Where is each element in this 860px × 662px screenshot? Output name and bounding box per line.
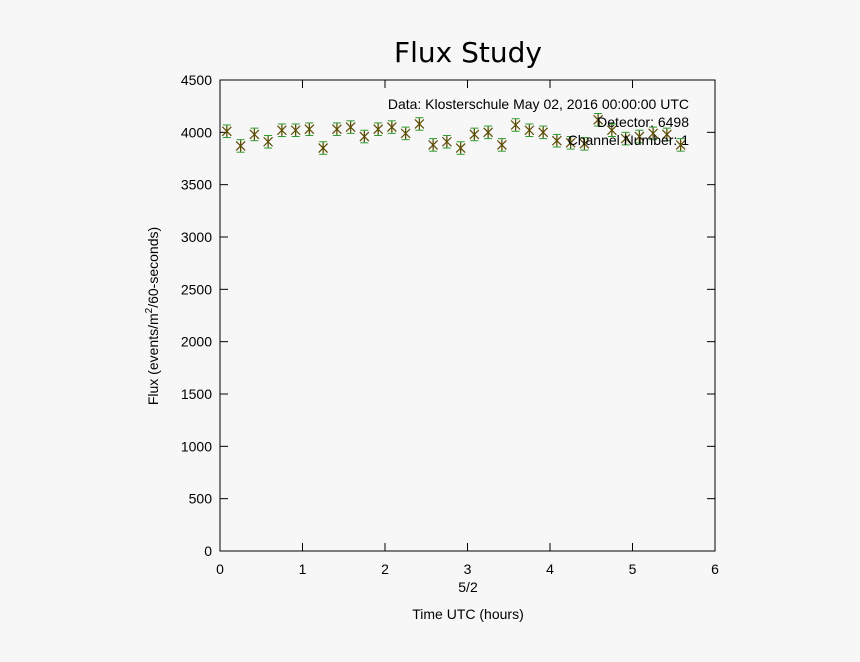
y-tick-label: 4500	[181, 72, 212, 88]
y-tick-label: 4000	[181, 124, 212, 140]
y-axis-title-tail: /60-seconds)	[145, 227, 161, 308]
x-tick-label: 4	[546, 561, 554, 577]
x-tick-label: 0	[216, 561, 224, 577]
y-tick-label: 2000	[181, 334, 212, 350]
date-label: 5/2	[458, 579, 478, 595]
data-point	[538, 125, 549, 140]
y-axis-title: Flux (events/m2/60-seconds)	[144, 227, 161, 405]
data-point	[648, 126, 659, 141]
data-point	[373, 122, 384, 136]
data-point	[318, 141, 329, 155]
data-point	[276, 123, 287, 138]
data-point	[359, 129, 370, 144]
data-point	[483, 125, 494, 140]
x-axis-title: Time UTC (hours)	[412, 606, 524, 622]
x-axis: 0 1 2 3 4 5 6	[216, 80, 719, 577]
data-series	[221, 112, 686, 155]
data-point	[290, 123, 301, 138]
data-point	[551, 133, 562, 148]
y-tick-label: 1500	[181, 386, 212, 402]
x-tick-label: 5	[629, 561, 637, 577]
data-point	[634, 129, 645, 144]
data-point	[606, 123, 617, 138]
data-point	[400, 126, 411, 141]
data-point	[565, 136, 576, 150]
data-point	[263, 134, 274, 149]
chart-title: Flux Study	[394, 36, 542, 69]
data-point	[414, 117, 425, 131]
data-point	[345, 120, 356, 134]
data-point	[620, 131, 631, 146]
annotation-line: Channel Number: 1	[568, 132, 690, 148]
data-point	[235, 139, 246, 153]
data-point	[455, 141, 466, 155]
data-point	[469, 127, 480, 142]
data-point	[331, 122, 342, 136]
data-point	[661, 127, 672, 142]
y-axis-title-superscript: 2	[144, 307, 155, 313]
data-point	[428, 138, 439, 152]
y-tick-label: 1000	[181, 438, 212, 454]
data-point	[221, 124, 232, 139]
x-tick-label: 3	[464, 561, 472, 577]
data-point	[524, 123, 535, 138]
data-point	[441, 134, 452, 149]
data-point	[593, 112, 604, 127]
data-point	[496, 138, 507, 152]
y-tick-label: 0	[204, 543, 212, 559]
x-tick-label: 1	[299, 561, 307, 577]
x-tick-label: 2	[381, 561, 389, 577]
y-axis: 0 500 1000 1500 2000 2500 3000 3500 4000 4500	[181, 72, 715, 559]
y-tick-label: 3000	[181, 229, 212, 245]
data-point	[579, 137, 590, 151]
data-point	[249, 127, 260, 142]
annotation-line: Detector: 6498	[597, 114, 689, 130]
annotation-box: Data: Klosterschule May 02, 2016 00:00:0…	[388, 96, 689, 148]
y-tick-label: 3500	[181, 177, 212, 193]
y-tick-label: 500	[189, 491, 213, 507]
annotation-line: Data: Klosterschule May 02, 2016 00:00:0…	[388, 96, 689, 112]
x-tick-label: 6	[711, 561, 719, 577]
data-point	[510, 118, 521, 132]
data-point	[675, 138, 686, 152]
y-axis-title-main: Flux (events/m	[145, 313, 161, 405]
y-tick-label: 2500	[181, 281, 212, 297]
plot-frame	[219, 79, 716, 552]
data-point	[304, 122, 315, 136]
data-point	[386, 120, 397, 134]
